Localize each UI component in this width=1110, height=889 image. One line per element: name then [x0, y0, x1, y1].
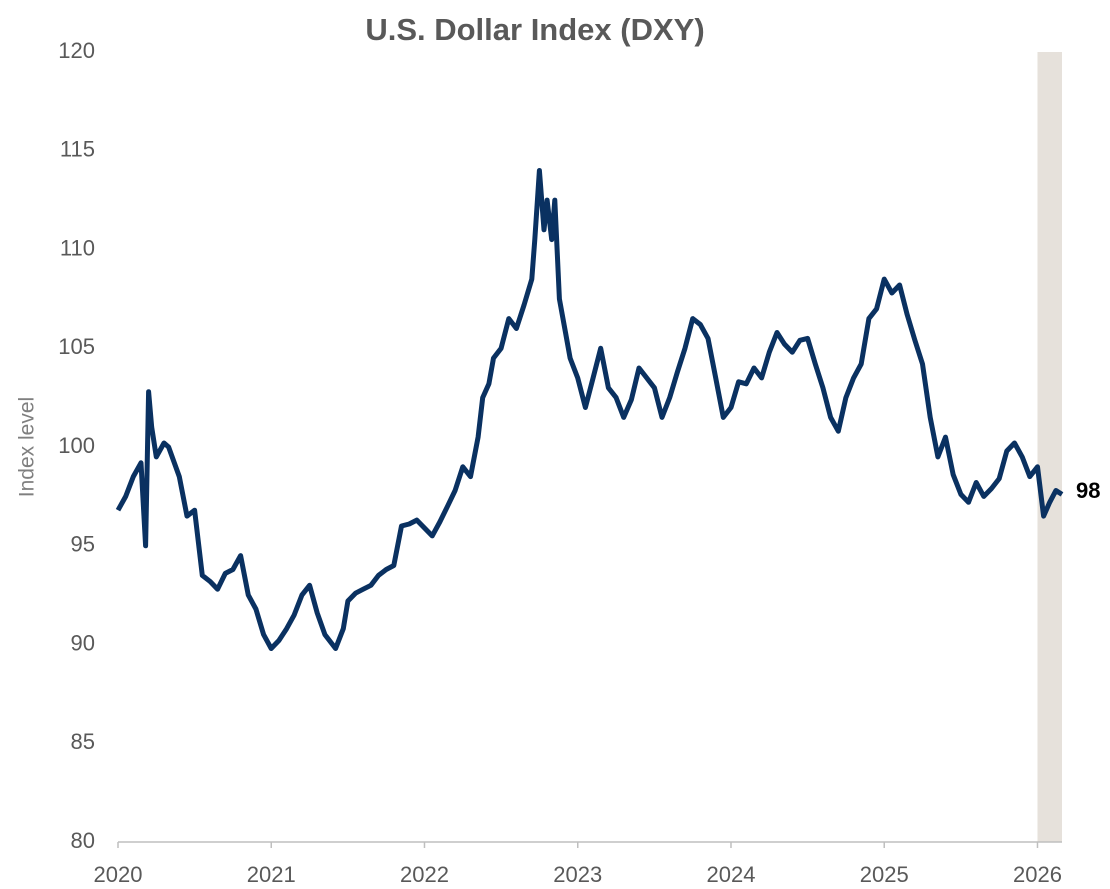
x-tick-label: 2025	[860, 862, 909, 887]
x-tick-label: 2021	[247, 862, 296, 887]
y-tick-label: 105	[58, 334, 95, 359]
y-tick-label: 95	[71, 532, 95, 557]
y-axis-label: Index level	[16, 397, 39, 497]
x-tick-label: 2026	[1013, 862, 1062, 887]
shaded-region	[1037, 52, 1062, 842]
line-series	[115, 168, 1064, 651]
x-tick-label: 2020	[94, 862, 143, 887]
y-tick-label: 120	[58, 38, 95, 63]
y-tick-label: 100	[58, 433, 95, 458]
end-label: 98	[1076, 478, 1100, 503]
y-tick-label: 80	[71, 828, 95, 853]
chart-title: U.S. Dollar Index (DXY)	[365, 12, 704, 47]
y-tick-label: 90	[71, 630, 95, 655]
x-tick-label: 2022	[400, 862, 449, 887]
y-tick-label: 85	[71, 729, 95, 754]
y-tick-label: 110	[60, 235, 95, 260]
x-tick-label: 2023	[553, 862, 602, 887]
y-tick-label: 115	[60, 137, 95, 162]
x-tick-label: 2024	[707, 862, 756, 887]
